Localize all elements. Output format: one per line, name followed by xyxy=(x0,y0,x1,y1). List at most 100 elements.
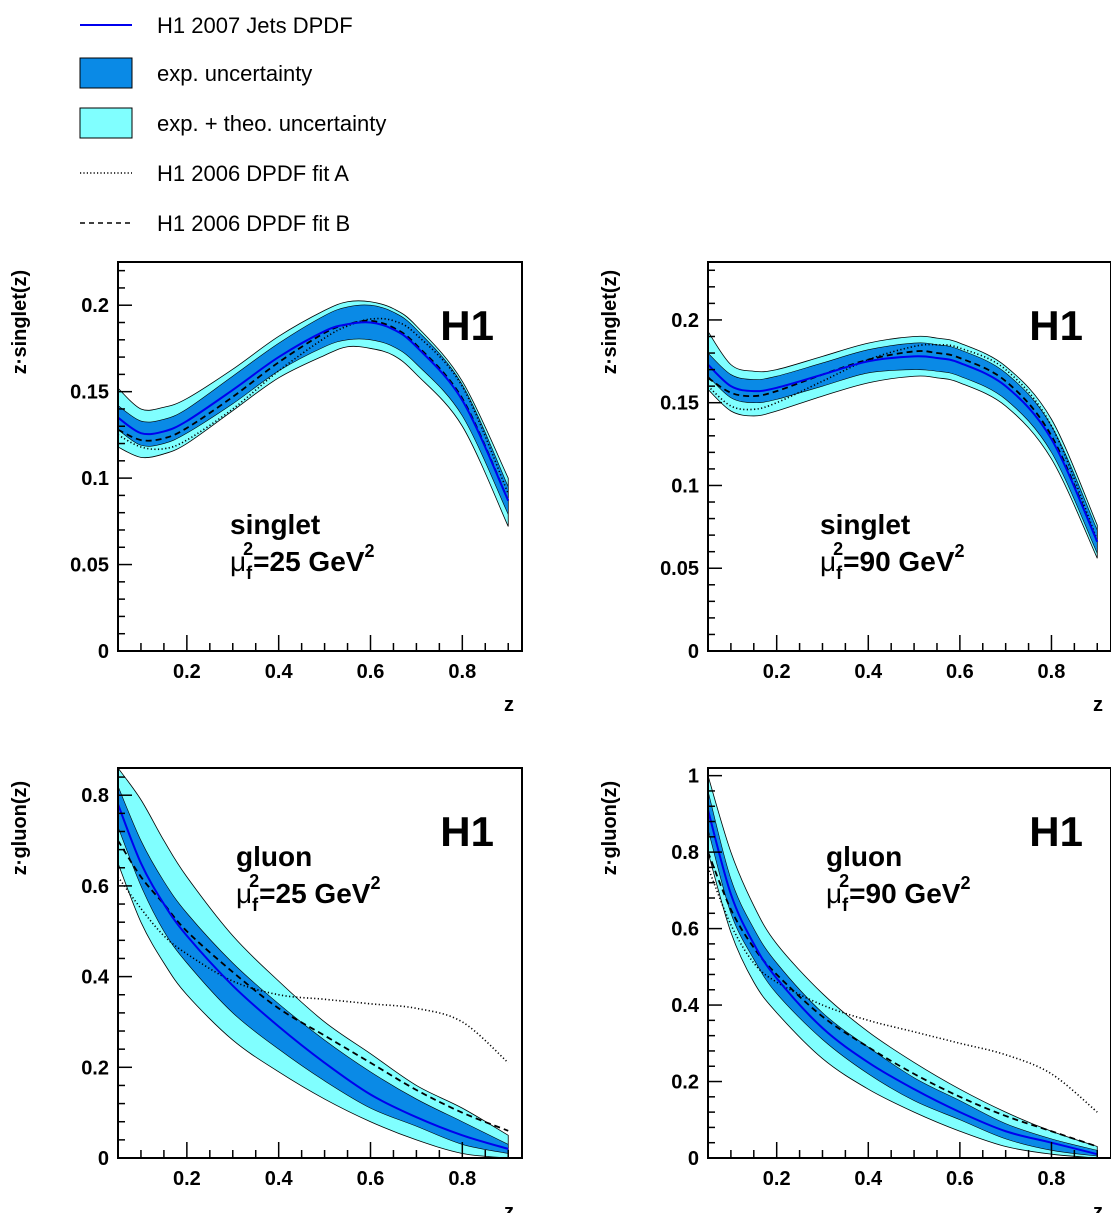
line-fit-b xyxy=(708,350,1099,543)
legend-item-theo: exp. + theo. uncertainty xyxy=(79,107,386,139)
y-tick-label: 0.05 xyxy=(660,558,699,580)
line-central-jets-dpdf xyxy=(118,321,510,502)
legend-label: H1 2006 DPDF fit B xyxy=(157,211,350,236)
x-tick-label: 0.2 xyxy=(763,661,791,683)
annotation-pdf-name: singlet xyxy=(820,509,910,540)
panels: 0 0.05 0.1 0.15 0.2 0.2 0.4 0.6 0.8 z z·singlet(z)… xyxy=(9,261,1111,1213)
y-axis-title: z·gluon(z) xyxy=(599,781,621,875)
legend-swatch xyxy=(79,57,133,89)
x-axis-title: z xyxy=(1093,694,1103,716)
y-tick-label: 0.2 xyxy=(81,1057,109,1079)
y-tick-label: 0.4 xyxy=(81,967,110,989)
h1-label: H1 xyxy=(440,808,494,855)
y-tick-label: 0 xyxy=(98,1148,109,1170)
x-tick-label: 0.4 xyxy=(854,1168,883,1190)
x-tick-label: 0.4 xyxy=(265,1168,294,1190)
panel-gluon90: 0 0.2 0.4 0.6 0.8 1 0.2 0.4 0.6 0.8 z z·gluon(z) H1 g… xyxy=(599,766,1111,1213)
line-central-jets-dpdf xyxy=(708,355,1099,543)
x-tick-label: 0.8 xyxy=(1038,1168,1066,1190)
legend-label: H1 2007 Jets DPDF xyxy=(157,13,353,38)
plot-frame xyxy=(707,261,1111,652)
x-tick-label: 0.2 xyxy=(763,1168,791,1190)
superscript-2: 2 xyxy=(249,871,259,891)
x-axis-title: z xyxy=(504,1201,514,1213)
x-axis-title: z xyxy=(504,694,514,716)
x-tick-label: 0.6 xyxy=(357,1168,385,1190)
x-tick-label: 0.8 xyxy=(448,1168,476,1190)
scale-value: =90 GeV xyxy=(849,878,961,909)
y-axis-title: z·singlet(z) xyxy=(9,270,31,374)
legend-label: exp. + theo. uncertainty xyxy=(157,111,386,136)
superscript-2: 2 xyxy=(960,873,970,893)
plot-area xyxy=(118,768,509,1158)
annotation-pdf-name: gluon xyxy=(236,841,312,872)
line-fit-b xyxy=(118,319,510,501)
mu-symbol: μ xyxy=(230,546,246,577)
plot-frame xyxy=(707,767,1111,1159)
y-tick-label: 0.6 xyxy=(81,876,109,898)
x-tick-label: 0.4 xyxy=(854,661,883,683)
plot-area xyxy=(708,775,1098,1158)
y-tick-label: 0.1 xyxy=(81,468,109,490)
band-exp-uncertainty xyxy=(708,342,1098,554)
y-axis-title: z·singlet(z) xyxy=(599,270,621,374)
mu-symbol: μ xyxy=(826,878,842,909)
x-tick-label: 0.8 xyxy=(1038,661,1066,683)
plot-area xyxy=(118,300,510,527)
legend-item-fitA: H1 2006 DPDF fit A xyxy=(80,161,349,186)
legend-item-jets: H1 2007 Jets DPDF xyxy=(80,13,353,38)
legend-swatch xyxy=(79,107,133,139)
x-tick-label: 0.2 xyxy=(173,1168,201,1190)
x-tick-label: 0.6 xyxy=(946,1168,974,1190)
legend-item-exp: exp. uncertainty xyxy=(79,57,312,89)
scale-value: =25 GeV xyxy=(259,878,371,909)
annotation-pdf-name: singlet xyxy=(230,509,320,540)
superscript-2: 2 xyxy=(833,539,843,559)
subscript-f: f xyxy=(842,895,849,915)
superscript-2: 2 xyxy=(370,873,380,893)
legend-label: exp. uncertainty xyxy=(157,61,312,86)
superscript-2: 2 xyxy=(364,541,374,561)
h1-label: H1 xyxy=(1029,808,1083,855)
y-tick-label: 1 xyxy=(688,766,699,788)
line-central-jets-dpdf xyxy=(118,803,509,1150)
panel-singlet25: 0 0.05 0.1 0.15 0.2 0.2 0.4 0.6 0.8 z z·singlet(z)… xyxy=(9,261,523,716)
y-tick-label: 0.15 xyxy=(70,382,109,404)
plot-frame xyxy=(117,767,523,1159)
y-tick-label: 0.2 xyxy=(81,295,109,317)
x-tick-label: 0.6 xyxy=(357,661,385,683)
band-exp-uncertainty xyxy=(118,304,509,515)
panel-singlet90: 0 0.05 0.1 0.15 0.2 0.2 0.4 0.6 0.8 z z·singlet(z)… xyxy=(599,261,1111,716)
superscript-2: 2 xyxy=(839,871,849,891)
line-fit-b xyxy=(708,851,1098,1148)
y-axis-title: z·gluon(z) xyxy=(9,781,31,875)
x-tick-label: 0.2 xyxy=(173,661,201,683)
x-tick-label: 0.6 xyxy=(946,661,974,683)
subscript-f: f xyxy=(836,563,843,583)
y-tick-label: 0.2 xyxy=(671,1072,699,1094)
superscript-2: 2 xyxy=(954,541,964,561)
annotation-pdf-name: gluon xyxy=(826,841,902,872)
annotation-scale: μf 2=90 GeV2 xyxy=(826,871,970,915)
mu-symbol: μ xyxy=(236,878,252,909)
line-central-jets-dpdf xyxy=(708,809,1098,1156)
legend: H1 2007 Jets DPDF exp. uncertainty exp. + … xyxy=(79,13,386,236)
line-fit-a xyxy=(118,876,509,1064)
legend-label: H1 2006 DPDF fit A xyxy=(157,161,349,186)
h1-label: H1 xyxy=(1029,302,1083,349)
y-tick-label: 0.8 xyxy=(671,842,699,864)
panel-gluon25: 0 0.2 0.4 0.6 0.8 0.2 0.4 0.6 0.8 z z·gluon(z) H1 gl… xyxy=(9,767,523,1213)
y-tick-label: 0.1 xyxy=(671,475,699,497)
mu-symbol: μ xyxy=(820,546,836,577)
y-tick-label: 0 xyxy=(688,641,699,663)
y-tick-label: 0.6 xyxy=(671,919,699,941)
plot-frame xyxy=(117,261,523,652)
legend-item-fitB: H1 2006 DPDF fit B xyxy=(80,211,350,236)
y-tick-label: 0.15 xyxy=(660,393,699,415)
y-tick-label: 0.8 xyxy=(81,785,109,807)
superscript-2: 2 xyxy=(243,539,253,559)
y-tick-label: 0 xyxy=(688,1148,699,1170)
h1-label: H1 xyxy=(440,302,494,349)
y-tick-label: 0 xyxy=(98,641,109,663)
